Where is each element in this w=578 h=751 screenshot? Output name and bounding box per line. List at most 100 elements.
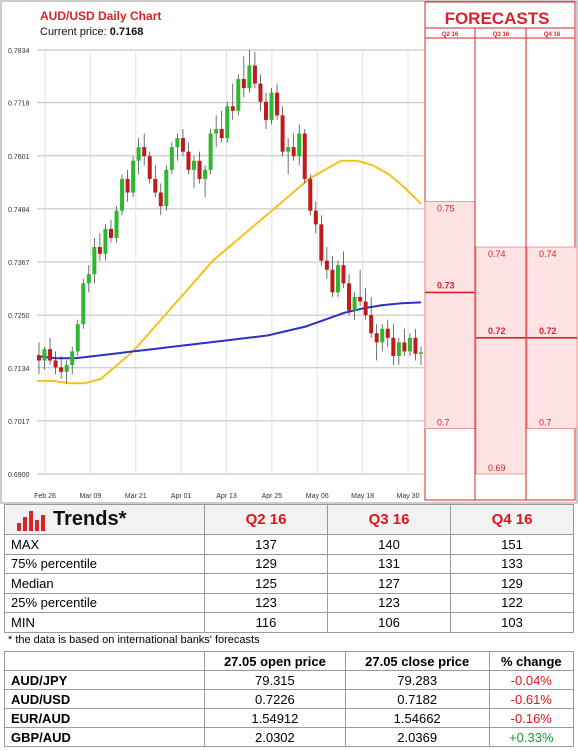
cell: 151: [450, 534, 574, 555]
close-price: 79.283: [344, 670, 490, 690]
candle-body: [86, 274, 91, 284]
candle-body: [108, 228, 113, 238]
x-tick-label: May 06: [306, 493, 329, 500]
candle-body: [236, 79, 241, 111]
chart-area: 0.7834 0.7718 0.7601 0.7484 0.7367 0.7250 0.71…: [0, 0, 578, 504]
candle-body: [42, 349, 47, 361]
forecast-col-header: Q2 16: [442, 32, 459, 38]
candle-body: [92, 247, 97, 275]
table-row: GBP/AUD 2.0302 2.0369 +0.33%: [4, 727, 575, 747]
candle-body: [258, 83, 263, 102]
candle-body: [335, 265, 340, 293]
close-price: 2.0369: [344, 727, 490, 747]
forecasts-title: FORECASTS: [445, 9, 550, 28]
prices-col-close: 27.05 close price: [344, 651, 490, 671]
candle-body: [413, 337, 418, 354]
candle-body: [164, 169, 169, 207]
prices-col-change: % change: [488, 651, 575, 671]
forecast-min-label: 0.69: [488, 463, 506, 473]
cell: 116: [204, 612, 328, 633]
trends-table: Trends* Q2 16 Q3 16 Q4 16 MAX 137 140 151 7…: [4, 504, 574, 633]
cell: 140: [327, 534, 451, 555]
candle-body: [313, 210, 318, 225]
pair-label: EUR/AUD: [4, 708, 205, 728]
row-label: 25% percentile: [4, 592, 205, 613]
candle-body: [358, 296, 363, 302]
candle-body: [37, 355, 41, 361]
candle-body: [402, 342, 407, 352]
candle-body: [391, 337, 396, 356]
y-tick-label: 0.7834: [8, 48, 30, 55]
x-tick-label: Feb 26: [34, 493, 56, 500]
candle-body: [374, 333, 379, 343]
trends-title-cell: Trends*: [4, 504, 205, 535]
candle-body: [142, 147, 147, 157]
candle-body: [230, 106, 235, 111]
cell: 129: [204, 553, 328, 574]
forecast-min-label: 0.7: [539, 418, 552, 428]
pair-label: AUD/JPY: [4, 670, 205, 690]
y-tick-label: 0.7367: [8, 260, 30, 267]
cell: 125: [204, 573, 328, 594]
candle-body: [208, 133, 213, 170]
candle-body: [186, 151, 191, 170]
candle-body: [347, 283, 352, 311]
cell: 137: [204, 534, 328, 555]
forecast-col-header: Q4 16: [544, 32, 561, 38]
candle-body: [75, 324, 80, 352]
trends-title: Trends*: [53, 508, 127, 530]
bar-chart-icon: [17, 509, 45, 531]
x-tick-label: Mar 09: [79, 493, 101, 500]
candle-body: [247, 65, 252, 89]
candle-body: [147, 156, 152, 179]
candle-body: [97, 247, 102, 254]
candle-body: [324, 260, 329, 270]
candle-body: [219, 128, 224, 139]
y-tick-label: 0.7601: [8, 154, 30, 161]
candle-body: [341, 265, 346, 284]
pair-label: AUD/USD: [4, 689, 205, 709]
table-row: 25% percentile 123 123 122: [4, 592, 574, 613]
y-tick-label: 0.7134: [8, 366, 30, 373]
candle-body: [363, 301, 368, 316]
candle-body: [330, 269, 335, 293]
candle-body: [280, 115, 285, 152]
candle-body: [64, 365, 69, 372]
x-tick-label: May 18: [351, 493, 374, 500]
candle-body: [158, 192, 163, 207]
ma-slow-line: [36, 301, 422, 360]
candle-body: [369, 315, 374, 334]
pct-change: -0.04%: [488, 670, 575, 690]
table-row: AUD/USD 0.7226 0.7182 -0.61%: [4, 689, 575, 709]
cell: 131: [327, 553, 451, 574]
candle-body: [241, 79, 246, 89]
forecast-min-label: 0.7: [437, 418, 450, 428]
x-tick-label: Apr 13: [216, 493, 237, 500]
cell: 106: [327, 612, 451, 633]
forecast-max-label: 0.75: [437, 204, 455, 214]
candle-body: [297, 133, 302, 157]
candle-body: [319, 224, 324, 261]
candle-body: [53, 360, 58, 368]
candle-body: [291, 147, 296, 157]
candle-body: [263, 101, 268, 120]
y-tick-label: 0.7017: [8, 419, 30, 426]
forecast-band: [475, 246, 527, 475]
forecast-median-label: 0.73: [437, 280, 455, 290]
table-row: AUD/JPY 79.315 79.283 -0.04%: [4, 670, 575, 690]
trends-col-q2: Q2 16: [204, 504, 328, 535]
candle-body: [103, 228, 108, 254]
open-price: 2.0302: [204, 727, 346, 747]
x-tick-label: Mar 21: [125, 493, 147, 500]
current-price: Current price: 0.7168: [40, 26, 143, 38]
candle-body: [48, 349, 53, 361]
candle-body: [380, 328, 385, 343]
prices-header-row: 27.05 open price 27.05 close price % cha…: [4, 651, 575, 671]
candle-body: [169, 147, 174, 170]
candle-body: [120, 178, 125, 211]
cell: 133: [450, 553, 574, 574]
close-price: 0.7182: [344, 689, 490, 709]
row-label: MIN: [4, 612, 205, 633]
prices-col-open: 27.05 open price: [204, 651, 346, 671]
close-price: 1.54662: [344, 708, 490, 728]
